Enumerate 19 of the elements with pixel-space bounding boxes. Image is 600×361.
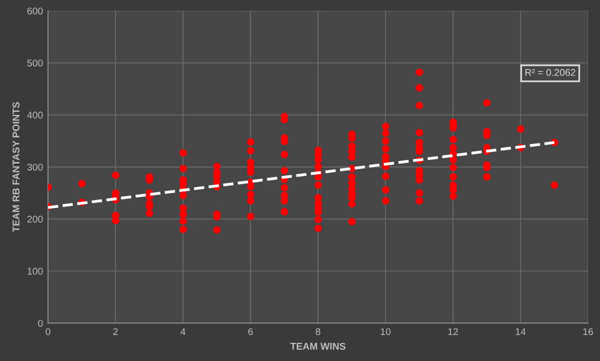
x-axis-title: TEAM WINS [290,342,346,350]
x-tick-label: 12 [448,328,458,335]
annotation: R² = 0.2062 [525,69,576,76]
y-tick-label: 300 [27,164,43,171]
x-tick-label: 10 [380,328,391,336]
y-tick-label: 200 [27,216,43,223]
x-tick-label: 16 [583,328,593,336]
y-tick-label: 400 [27,112,43,119]
x-tick-label: 0 [46,328,50,336]
y-tick-label: 500 [27,60,43,66]
y-tick-label: 100 [28,268,43,275]
x-tick-label: 6 [248,328,253,336]
x-tick-label: 4 [180,328,186,335]
y-tick-label: 0 [38,320,43,327]
x-tick-label: 14 [516,328,526,335]
x-tick-label: 2 [113,328,118,335]
y-tick-label: 600 [27,8,43,14]
y-axis-title: TEAM RB FANTASY POINTS [12,102,20,232]
x-tick-label: 8 [316,328,320,336]
